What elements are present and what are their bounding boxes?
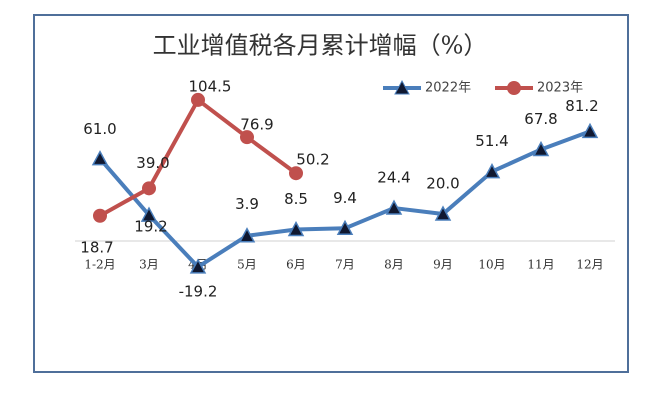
data-label: 61.0 [83, 120, 116, 138]
legend-label: 2022年 [425, 81, 471, 96]
x-tick-label: 3月 [139, 258, 159, 272]
point [240, 130, 254, 145]
x-tick-label: 7月 [335, 258, 355, 272]
data-label: 8.5 [284, 190, 308, 208]
point [142, 181, 156, 196]
point [532, 140, 550, 157]
point [287, 220, 305, 237]
chart-title: 工业增值税各月累计增幅（%） [153, 32, 488, 60]
data-label: 9.4 [333, 189, 357, 207]
legend-marker [394, 79, 410, 95]
x-tick-label: 1-2月 [84, 258, 115, 272]
x-tick-label: 9月 [433, 258, 453, 272]
point [91, 150, 109, 166]
point [93, 208, 107, 223]
point [581, 122, 599, 139]
data-label: 3.9 [235, 195, 259, 213]
legend-marker [507, 81, 521, 95]
point [385, 199, 403, 215]
x-tick-label: 10月 [478, 258, 505, 272]
x-tick-label: 5月 [237, 258, 257, 272]
data-label: 81.2 [565, 97, 598, 115]
data-label: 104.5 [189, 77, 232, 95]
point [238, 227, 256, 243]
legend-label: 2023年 [537, 81, 583, 96]
data-label: 50.2 [296, 151, 329, 169]
data-label: 24.4 [377, 169, 410, 187]
data-label: 51.4 [475, 132, 508, 150]
point [483, 163, 501, 179]
data-label: 20.0 [426, 175, 459, 193]
data-label: 18.7 [80, 238, 113, 256]
data-label: 19.2 [134, 218, 167, 236]
x-tick-label: 11月 [527, 258, 554, 272]
point [336, 219, 354, 236]
data-label: 67.8 [524, 110, 557, 128]
point [140, 206, 158, 222]
data-label: -19.2 [179, 282, 218, 300]
point [434, 205, 452, 221]
frame [33, 14, 629, 373]
point [191, 92, 205, 107]
x-tick-label: 12月 [576, 258, 603, 272]
data-label: 39.0 [136, 154, 169, 172]
x-tick-label: 6月 [286, 258, 306, 272]
point [289, 166, 303, 181]
data-label: 76.9 [240, 116, 273, 134]
x-tick-label: 8月 [384, 258, 404, 272]
point [189, 258, 207, 274]
